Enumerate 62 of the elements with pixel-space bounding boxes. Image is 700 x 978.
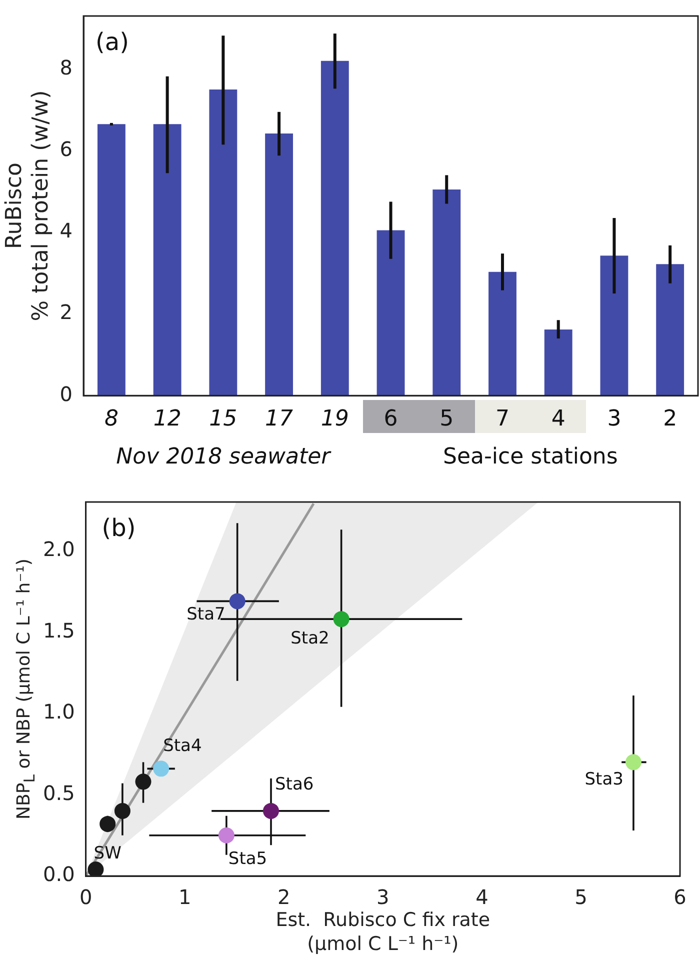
x-tick-label: 5: [574, 885, 588, 910]
bar: [97, 124, 126, 396]
bar: [153, 124, 182, 396]
y-tick-label: 0.0: [42, 862, 75, 886]
point: [262, 802, 279, 819]
x-tick-label: 5: [440, 406, 454, 432]
y-tick-label: 8: [60, 55, 73, 80]
bar: [488, 272, 516, 396]
annotation: (a): [96, 28, 129, 56]
point: [153, 760, 170, 777]
x-tick-label: 1: [178, 885, 192, 910]
y-tick-label: 2: [60, 300, 73, 324]
x-tick-label: 19: [320, 406, 349, 432]
point: [88, 861, 104, 876]
x-tick-label: 2: [278, 885, 290, 910]
bar: [320, 60, 349, 396]
y-tick-label: 2.0: [42, 536, 75, 561]
point: [333, 611, 350, 628]
x-tick-label: 4: [476, 885, 488, 910]
bar: [656, 264, 684, 396]
x-tick-label: 6: [384, 406, 398, 432]
annotation: Sta3: [584, 770, 624, 790]
x-tick-label: 3: [607, 406, 622, 432]
bar: [265, 134, 294, 396]
x-tick-label: 4: [551, 406, 566, 432]
x-tick-label: 0: [79, 885, 92, 910]
annotation: SW: [94, 843, 122, 864]
x-axis-title: Est. Rubisco C fix rate (μmol C L⁻¹ h⁻¹): [274, 908, 492, 956]
x-tick-label: 17: [265, 406, 294, 432]
x-tick-label: 7: [495, 406, 510, 432]
annotation: (b): [102, 514, 136, 542]
annotation: Sta5: [228, 848, 268, 869]
point: [100, 816, 116, 832]
annotation: Sta4: [163, 736, 202, 756]
bar: [376, 230, 405, 396]
text: Nov 2018 seawater: [116, 444, 332, 470]
bar: [209, 89, 238, 396]
point: [229, 593, 246, 610]
x-tick-label: 12: [153, 406, 182, 432]
point: [218, 827, 234, 844]
y-axis-title: RuBisco % total protein (w/w): [2, 90, 54, 322]
point: [114, 802, 130, 819]
point: [135, 774, 152, 790]
y-tick-label: 0: [60, 382, 73, 406]
y-tick-label: 0.5: [42, 780, 75, 805]
annotation: Sta2: [290, 628, 330, 648]
x-tick-label: 2: [663, 406, 678, 432]
y-tick-label: 1.0: [42, 700, 75, 724]
text: Sea-ice stations: [442, 444, 618, 470]
y-tick-label: 1.5: [42, 618, 75, 642]
x-tick-label: 8: [104, 406, 118, 432]
bar: [600, 256, 628, 396]
point: [625, 754, 642, 770]
y-tick-label: 6: [60, 136, 73, 161]
y-tick-label: 4: [60, 218, 73, 243]
bar: [432, 189, 461, 396]
x-tick-label: 15: [209, 406, 238, 432]
annotation: Sta7: [186, 604, 226, 625]
x-tick-label: 6: [674, 885, 686, 910]
bar: [544, 329, 572, 396]
x-tick-label: 3: [376, 885, 390, 910]
annotation: Sta6: [274, 774, 314, 794]
